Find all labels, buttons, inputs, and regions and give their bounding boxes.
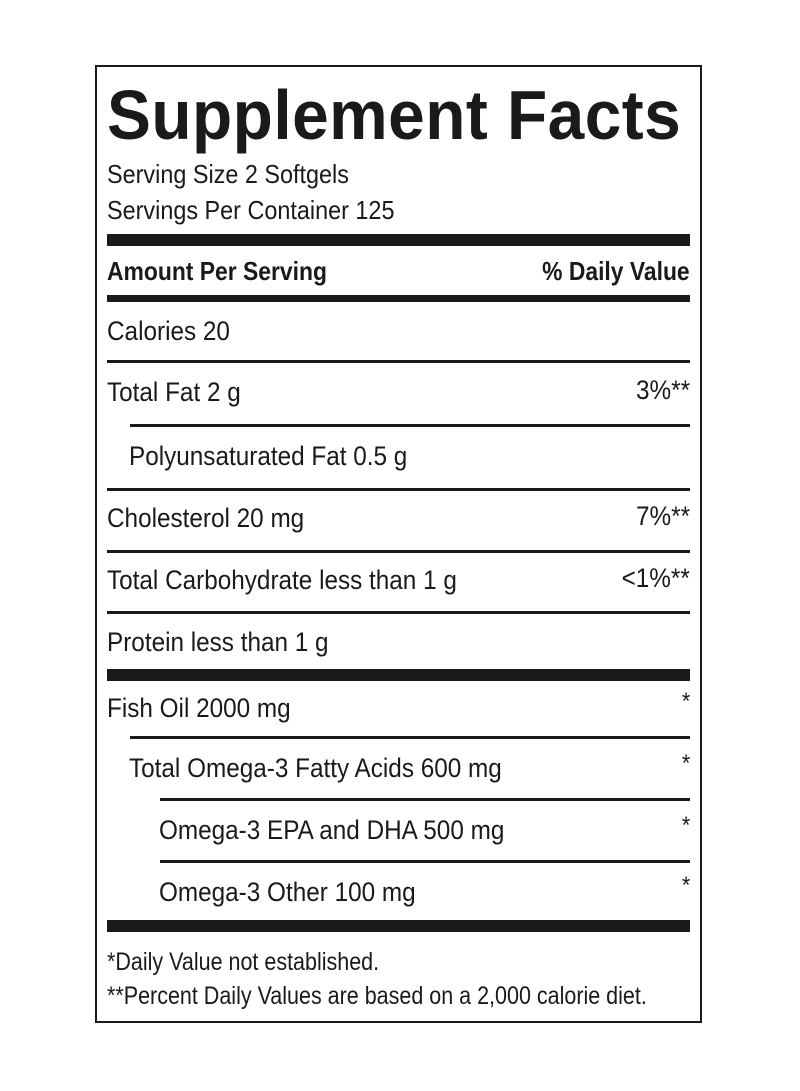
nutrient-daily-value: *: [681, 812, 690, 839]
nutrient-name: Protein less than 1 g: [107, 627, 329, 657]
nutrient-name: Omega-3 Other 100 mg: [159, 877, 416, 907]
nutrient-row-total-fat: Total Fat 2 g 3%**: [107, 363, 690, 423]
medium-divider: [107, 295, 690, 302]
servings-per-container: Servings Per Container 125: [107, 195, 395, 225]
nutrient-daily-value: 7%**: [635, 501, 690, 531]
nutrient-name: Fish Oil 2000 mg: [107, 693, 291, 723]
daily-value-header: % Daily Value: [542, 256, 690, 286]
footnote-daily-value-not-established: *Daily Value not established.: [107, 948, 380, 976]
row-divider: [107, 488, 690, 491]
nutrient-name: Total Fat 2 g: [107, 377, 241, 407]
nutrient-row-omega-3-other: Omega-3 Other 100 mg *: [107, 863, 690, 923]
row-divider-indented: [130, 736, 690, 739]
nutrient-daily-value: *: [681, 872, 690, 899]
row-divider-indented: [160, 798, 690, 801]
serving-size: Serving Size 2 Softgels: [107, 159, 349, 189]
nutrient-row-total-carbohydrate: Total Carbohydrate less than 1 g <1%**: [107, 551, 690, 611]
row-divider-indented: [160, 860, 690, 863]
label-title: Supplement Facts: [107, 76, 682, 154]
supplement-facts-label: Supplement Facts Serving Size 2 Softgels…: [95, 65, 702, 1023]
row-divider: [107, 550, 690, 553]
nutrient-name: Polyunsaturated Fat 0.5 g: [129, 441, 408, 471]
row-divider: [107, 360, 690, 363]
nutrient-name: Cholesterol 20 mg: [107, 503, 305, 533]
nutrient-row-calories: Calories 20: [107, 302, 690, 362]
nutrient-name: Total Carbohydrate less than 1 g: [107, 565, 457, 595]
row-divider: [107, 611, 690, 614]
nutrient-name: Calories 20: [107, 316, 230, 346]
nutrient-name: Omega-3 EPA and DHA 500 mg: [159, 815, 505, 845]
nutrient-daily-value: *: [681, 750, 690, 777]
thick-divider: [107, 234, 690, 246]
row-divider-indented: [130, 424, 690, 427]
amount-per-serving-header: Amount Per Serving: [107, 256, 327, 286]
thick-divider: [107, 669, 690, 681]
footnote-percent-daily-values: **Percent Daily Values are based on a 2,…: [107, 982, 647, 1010]
nutrient-row-protein: Protein less than 1 g: [107, 613, 690, 673]
label-content: Supplement Facts Serving Size 2 Softgels…: [107, 67, 690, 1021]
nutrient-daily-value: 3%**: [635, 375, 690, 405]
nutrient-daily-value: <1%**: [621, 563, 690, 593]
thick-divider: [107, 920, 690, 932]
nutrient-row-fish-oil: Fish Oil 2000 mg *: [107, 679, 690, 739]
nutrient-row-total-omega-3: Total Omega-3 Fatty Acids 600 mg *: [107, 739, 690, 799]
nutrient-row-polyunsaturated-fat: Polyunsaturated Fat 0.5 g: [107, 427, 690, 487]
nutrient-daily-value: *: [681, 688, 690, 715]
nutrient-row-omega-3-epa-dha: Omega-3 EPA and DHA 500 mg *: [107, 801, 690, 861]
nutrient-row-cholesterol: Cholesterol 20 mg 7%**: [107, 489, 690, 549]
nutrient-name: Total Omega-3 Fatty Acids 600 mg: [129, 753, 502, 783]
